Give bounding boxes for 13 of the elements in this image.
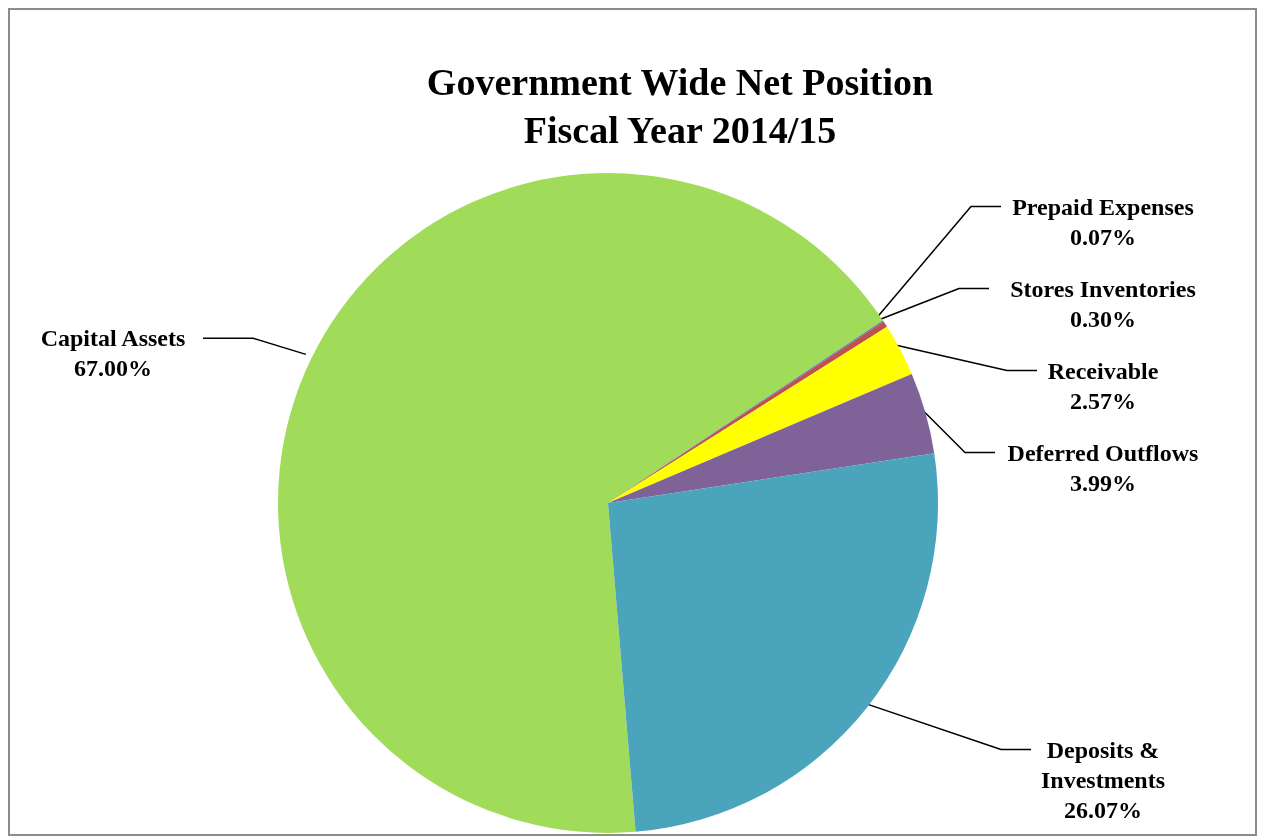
data-label: 0.07% xyxy=(1070,223,1136,250)
chart-title: Government Wide Net Position Fiscal Year 2014/15 xyxy=(426,61,934,151)
slice-label: Deposits & Investments xyxy=(1041,736,1165,793)
slice-label: Capital Assets xyxy=(40,325,186,352)
data-label: 2.57% xyxy=(1070,387,1136,414)
data-label: 3.99% xyxy=(1070,469,1136,496)
data-label: 0.30% xyxy=(1070,305,1136,332)
slice-label: Stores Inventories xyxy=(1010,275,1196,302)
slice-label: Receivable xyxy=(1047,357,1159,384)
slice-label: Prepaid Expenses xyxy=(1012,193,1194,220)
data-label: 67.00% xyxy=(74,355,152,382)
slice-label: Deferred Outflows xyxy=(1007,439,1199,466)
data-label: 26.07% xyxy=(1064,796,1142,823)
